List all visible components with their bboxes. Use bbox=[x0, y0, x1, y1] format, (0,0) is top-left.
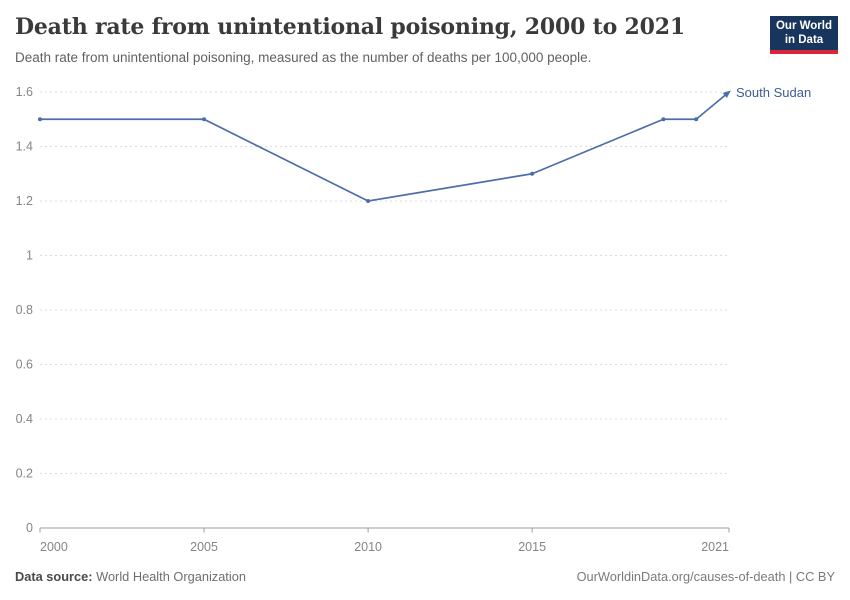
y-tick-label: 0.2 bbox=[16, 467, 33, 481]
series-label-south-sudan[interactable]: South Sudan bbox=[736, 85, 812, 100]
data-source: Data source: World Health Organization bbox=[15, 569, 246, 584]
data-point-marker[interactable] bbox=[202, 117, 207, 122]
x-tick-label: 2000 bbox=[40, 540, 68, 554]
data-point-marker[interactable] bbox=[530, 171, 535, 176]
data-point-marker[interactable] bbox=[694, 117, 699, 122]
data-point-marker[interactable] bbox=[366, 199, 371, 203]
chart-title: Death rate from unintentional poisoning,… bbox=[15, 14, 685, 40]
y-tick-label: 0 bbox=[26, 521, 33, 535]
owid-logo: Our World in Data bbox=[770, 16, 838, 54]
attribution-link[interactable]: OurWorldinData.org/causes-of-death | CC … bbox=[576, 569, 835, 584]
y-tick-label: 0.4 bbox=[16, 412, 33, 426]
y-tick-label: 1 bbox=[26, 249, 33, 263]
x-tick-label: 2015 bbox=[518, 540, 546, 554]
chart-subtitle: Death rate from unintentional poisoning,… bbox=[15, 50, 592, 65]
y-tick-label: 0.8 bbox=[16, 303, 33, 317]
y-tick-label: 1.2 bbox=[16, 194, 33, 208]
owid-logo-line1: Our World bbox=[775, 19, 832, 32]
owid-logo-line2: in Data bbox=[784, 34, 824, 46]
data-source-label: Data source: bbox=[15, 569, 93, 584]
x-tick-label: 2005 bbox=[190, 540, 218, 554]
data-point-marker[interactable] bbox=[661, 117, 666, 122]
end-arrow-marker[interactable] bbox=[722, 88, 733, 98]
y-tick-label: 1.6 bbox=[16, 85, 33, 99]
data-source-value: World Health Organization bbox=[96, 569, 246, 584]
y-tick-label: 1.4 bbox=[16, 140, 33, 154]
chart-footer: Data source: World Health Organization O… bbox=[15, 569, 835, 584]
x-tick-label: 2021 bbox=[701, 540, 729, 554]
data-point-marker[interactable] bbox=[38, 117, 42, 122]
x-tick-label: 2010 bbox=[354, 540, 382, 554]
y-tick-label: 0.6 bbox=[16, 358, 33, 372]
